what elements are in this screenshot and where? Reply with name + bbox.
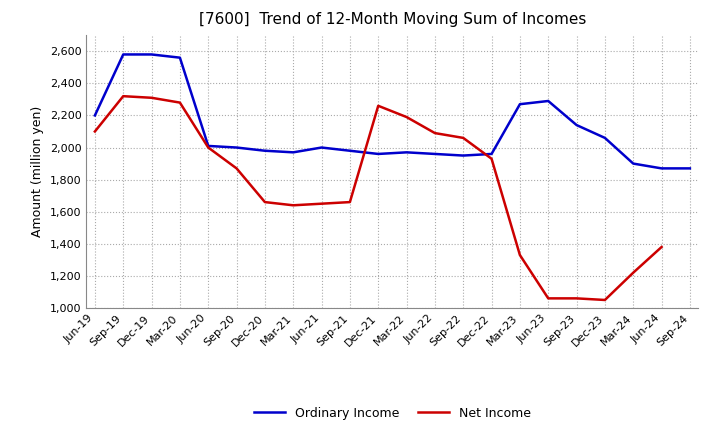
Ordinary Income: [459, 153, 467, 158]
Line: Net Income: Net Income: [95, 96, 662, 300]
Net Income: [629, 270, 637, 275]
Ordinary Income: [374, 151, 382, 157]
Ordinary Income: [516, 102, 524, 107]
Line: Ordinary Income: Ordinary Income: [95, 55, 690, 169]
Net Income: [176, 100, 184, 105]
Ordinary Income: [685, 166, 694, 171]
Net Income: [91, 129, 99, 134]
Y-axis label: Amount (million yen): Amount (million yen): [31, 106, 44, 237]
Net Income: [544, 296, 552, 301]
Title: [7600]  Trend of 12-Month Moving Sum of Incomes: [7600] Trend of 12-Month Moving Sum of I…: [199, 12, 586, 27]
Net Income: [148, 95, 156, 100]
Net Income: [572, 296, 581, 301]
Ordinary Income: [431, 151, 439, 157]
Net Income: [289, 203, 297, 208]
Net Income: [431, 130, 439, 136]
Ordinary Income: [402, 150, 411, 155]
Net Income: [119, 94, 127, 99]
Ordinary Income: [261, 148, 269, 154]
Net Income: [261, 199, 269, 205]
Ordinary Income: [204, 143, 212, 149]
Ordinary Income: [176, 55, 184, 60]
Net Income: [346, 199, 354, 205]
Net Income: [459, 135, 467, 140]
Net Income: [600, 297, 609, 303]
Ordinary Income: [346, 148, 354, 154]
Net Income: [402, 114, 411, 120]
Ordinary Income: [289, 150, 297, 155]
Ordinary Income: [629, 161, 637, 166]
Ordinary Income: [572, 122, 581, 128]
Ordinary Income: [600, 135, 609, 140]
Net Income: [516, 253, 524, 258]
Ordinary Income: [148, 52, 156, 57]
Ordinary Income: [91, 113, 99, 118]
Ordinary Income: [544, 99, 552, 104]
Net Income: [374, 103, 382, 108]
Legend: Ordinary Income, Net Income: Ordinary Income, Net Income: [248, 402, 536, 425]
Net Income: [233, 166, 241, 171]
Ordinary Income: [318, 145, 326, 150]
Ordinary Income: [119, 52, 127, 57]
Ordinary Income: [487, 151, 496, 157]
Ordinary Income: [233, 145, 241, 150]
Net Income: [318, 201, 326, 206]
Net Income: [657, 244, 666, 249]
Ordinary Income: [657, 166, 666, 171]
Net Income: [487, 156, 496, 161]
Net Income: [204, 145, 212, 150]
